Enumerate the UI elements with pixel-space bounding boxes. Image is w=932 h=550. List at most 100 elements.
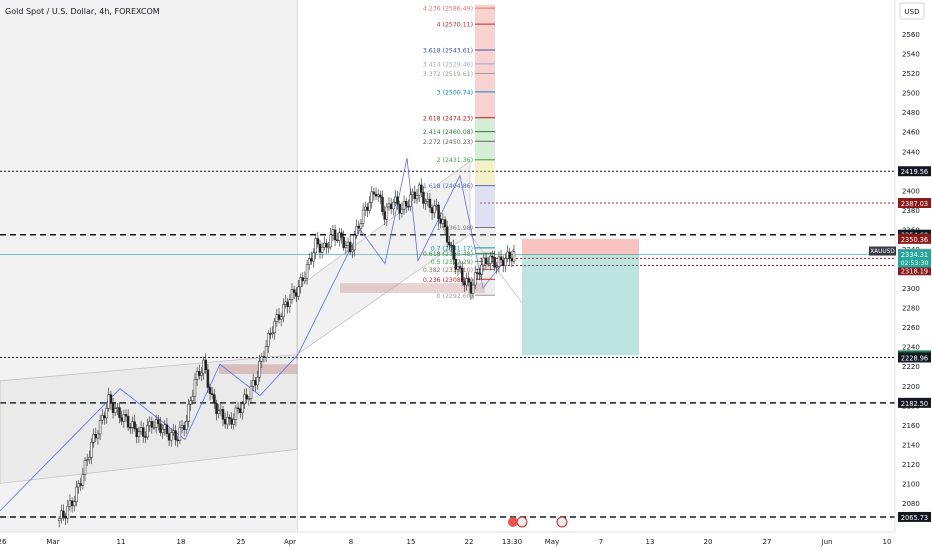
currency-button[interactable]: [899, 2, 925, 20]
candle-body: [458, 266, 462, 269]
candle-body: [314, 238, 317, 254]
candle-body: [101, 415, 104, 421]
price-tag-label: 2182.50: [901, 400, 928, 408]
fib-zone-green: [475, 118, 495, 162]
candle-body: [57, 518, 61, 521]
y-tick-label: 2540: [902, 51, 920, 59]
time-axis[interactable]: 26 Mar 11 18 25 Apr 8 15 22 13:30 May 7 13 20 27 Jun 10: [0, 538, 891, 546]
y-tick-label: 2380: [902, 207, 920, 215]
candle-body: [430, 207, 434, 214]
current-price-tag: [898, 249, 931, 268]
x-tick-label: 10: [883, 538, 892, 546]
price-tag: [898, 166, 931, 177]
candle-body: [251, 380, 255, 387]
candle-body: [443, 219, 447, 228]
candle-body: [154, 419, 158, 428]
candle-body: [404, 201, 408, 207]
candle-body: [379, 194, 382, 198]
countdown-label: 02:53:30: [901, 260, 929, 267]
candle-body: [476, 272, 479, 274]
price-tag-label: 2228.96: [901, 354, 928, 362]
candle-body: [260, 356, 264, 362]
x-tick-label: May: [545, 538, 559, 546]
candle-body: [461, 267, 464, 282]
candle-body: [282, 304, 285, 318]
candle-body: [200, 372, 203, 376]
y-tick-label: 2480: [902, 109, 920, 117]
candle-body: [165, 424, 169, 434]
candle-body: [174, 430, 177, 441]
price-tag: [898, 397, 931, 408]
candle-body: [303, 278, 307, 282]
fib-zone-top: [475, 4, 495, 119]
candle-body: [463, 281, 466, 286]
candle-body: [267, 333, 270, 347]
candle-body: [126, 415, 130, 428]
candle-body: [323, 242, 326, 248]
fib-level-label: 2.272 (2450.23): [423, 139, 473, 146]
candle-body: [348, 241, 352, 253]
x-tick-label: Apr: [284, 538, 296, 546]
price-tag: [898, 511, 931, 522]
candle-body: [445, 226, 449, 243]
price-tag-label: 2065.73: [901, 514, 928, 522]
candle-body: [493, 256, 496, 268]
candle-body: [167, 433, 171, 441]
candle-body: [510, 258, 514, 262]
candle-body: [277, 314, 281, 320]
candle-body: [139, 427, 143, 433]
stop-loss-zone: [522, 238, 639, 255]
candle-body: [275, 314, 279, 322]
x-tick-label: 22: [465, 538, 474, 546]
price-tag-label: 2318.19: [901, 267, 928, 275]
candle-body: [504, 258, 507, 267]
us-flag-icon[interactable]: [556, 516, 568, 528]
y-tick-label: 2080: [902, 500, 920, 508]
horizontal-levels: [0, 170, 895, 518]
candle-body: [329, 234, 333, 248]
candle-body: [148, 421, 151, 426]
candle-body: [232, 419, 236, 425]
candle-body: [286, 301, 289, 308]
candle-body: [333, 229, 337, 241]
current-price-label: 2334.31: [901, 251, 928, 259]
candle-body: [340, 232, 343, 238]
fib-zone-yellow: [475, 161, 495, 186]
candle-body: [256, 376, 259, 386]
candle-body: [426, 198, 430, 202]
economic-events[interactable]: [508, 516, 568, 528]
y-tick-label: 2240: [902, 344, 920, 352]
candle-body: [290, 289, 294, 300]
candle-body: [96, 433, 100, 439]
candle-body: [64, 515, 67, 519]
fib-level-label: 1 (2361.98): [437, 225, 473, 232]
candle-body: [484, 257, 488, 264]
x-tick-label: 13: [646, 538, 655, 546]
short-position-tool[interactable]: [522, 238, 639, 356]
take-profit-zone: [522, 254, 639, 356]
candle-body: [129, 427, 132, 429]
us-flag-icon[interactable]: [516, 516, 528, 528]
candle-body: [327, 246, 330, 249]
price-tag: [898, 233, 931, 244]
candle-body: [238, 408, 242, 414]
candle-body: [279, 316, 283, 320]
candle-body: [60, 510, 63, 519]
symbol-tag: [869, 246, 896, 256]
candle-body: [351, 249, 354, 253]
event-marker-icon[interactable]: [508, 517, 518, 527]
fib-level-label: 1.618 (2404.86): [423, 183, 473, 190]
candle-body: [432, 205, 436, 214]
candle-body: [359, 223, 363, 229]
candle-body: [70, 500, 74, 507]
y-tick-label: 2220: [902, 363, 920, 371]
candle-body: [66, 505, 70, 519]
candle-body: [182, 425, 186, 430]
candle-body: [198, 371, 201, 376]
candle-body: [185, 421, 188, 430]
session-divider: [297, 0, 298, 532]
candle-body: [396, 196, 399, 205]
candle-body: [269, 333, 272, 335]
candle-body: [392, 202, 395, 210]
